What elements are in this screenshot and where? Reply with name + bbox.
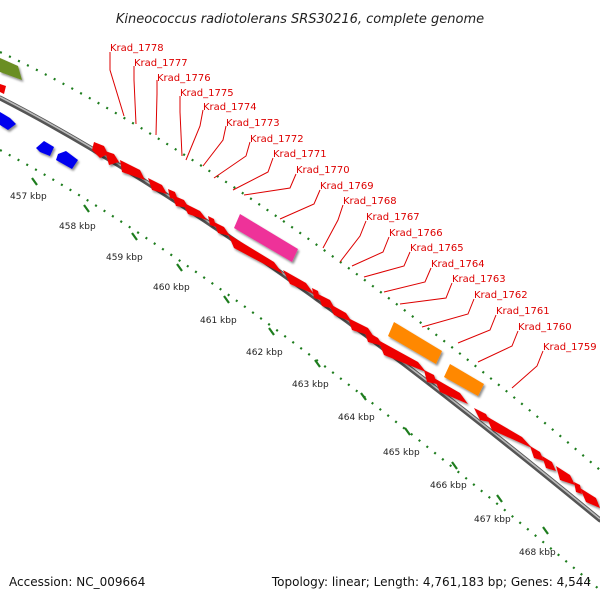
map-title: Kineococcus radiotolerans SRS30216, comp… — [116, 12, 484, 27]
gene-forward — [328, 303, 352, 322]
kbp-tick-marks — [31, 177, 549, 535]
outer-tick-track — [0, 51, 600, 471]
kbp-label: 462 kbp — [246, 348, 283, 358]
forward-genes — [92, 142, 600, 508]
gene-label: Krad_1772 — [250, 134, 304, 145]
gene-forward — [148, 178, 167, 194]
kbp-tick-labels: 457 kbp 458 kbp 459 kbp 460 kbp 461 kbp … — [10, 192, 556, 558]
gene-forward — [364, 330, 383, 346]
inner-tick-track — [0, 149, 600, 591]
gene-forward — [0, 84, 6, 94]
genome-summary: Topology: linear; Length: 4,761,183 bp; … — [271, 575, 591, 589]
gene-reverse — [0, 112, 16, 130]
gene-label: Krad_1763 — [452, 274, 506, 285]
kbp-label: 463 kbp — [292, 380, 329, 390]
kbp-label: 468 kbp — [519, 548, 556, 558]
kbp-label: 464 kbp — [338, 413, 375, 423]
gene-forward — [208, 216, 216, 227]
gene-forward — [542, 456, 556, 471]
gene-label: Krad_1761 — [496, 306, 550, 317]
kbp-label: 457 kbp — [10, 192, 47, 202]
gene-label: Krad_1777 — [134, 58, 188, 69]
gene-forward — [105, 151, 119, 165]
gene-forward — [120, 160, 145, 180]
gene-forward — [424, 370, 437, 384]
gene-forward — [574, 482, 582, 494]
gene-label: Krad_1760 — [518, 322, 572, 333]
gene-label: Krad_1776 — [157, 73, 211, 84]
accession-label: Accession: NC_009664 — [9, 575, 145, 589]
gene-reverse — [56, 151, 78, 169]
gene-label: Krad_1767 — [366, 212, 420, 223]
gene-forward — [434, 378, 468, 404]
kbp-label: 465 kbp — [383, 448, 420, 458]
pink-feature — [234, 214, 298, 262]
kbp-label: 467 kbp — [474, 515, 511, 525]
reverse-genes — [0, 112, 78, 169]
gene-label: Krad_1778 — [110, 43, 164, 54]
kbp-label: 466 kbp — [430, 481, 467, 491]
gene-forward — [92, 142, 108, 158]
gene-label: Krad_1759 — [543, 342, 597, 353]
gene-label-leaders — [109, 52, 544, 389]
gene-forward — [378, 340, 426, 372]
gene-labels: Krad_1778 Krad_1777 Krad_1776 Krad_1775 … — [110, 43, 597, 353]
kbp-label: 461 kbp — [200, 316, 237, 326]
gene-label: Krad_1762 — [474, 290, 528, 301]
gene-forward — [556, 466, 575, 485]
gene-label: Krad_1764 — [431, 259, 485, 270]
gene-forward — [228, 234, 283, 274]
gene-forward — [283, 270, 314, 294]
olive-feature — [0, 58, 22, 80]
orange-feature — [388, 322, 442, 364]
gene-forward — [214, 222, 230, 236]
gene-forward — [312, 288, 320, 300]
gene-label: Krad_1770 — [296, 165, 350, 176]
orange-feature — [444, 364, 484, 396]
gene-forward — [530, 446, 544, 461]
gene-label: Krad_1769 — [320, 181, 374, 192]
gene-label: Krad_1768 — [343, 196, 397, 207]
kbp-label: 458 kbp — [59, 222, 96, 232]
gene-label: Krad_1774 — [203, 102, 257, 113]
gene-label: Krad_1773 — [226, 118, 280, 129]
gene-label: Krad_1775 — [180, 88, 234, 99]
kbp-label: 460 kbp — [153, 283, 190, 293]
gene-label: Krad_1766 — [389, 228, 443, 239]
gene-label: Krad_1765 — [410, 243, 464, 254]
gene-forward — [580, 488, 600, 508]
gene-forward — [474, 408, 490, 422]
gene-label: Krad_1771 — [273, 149, 327, 160]
gene-reverse — [36, 141, 54, 156]
gene-forward — [486, 416, 532, 448]
gene-forward — [182, 202, 207, 220]
kbp-label: 459 kbp — [106, 253, 143, 263]
